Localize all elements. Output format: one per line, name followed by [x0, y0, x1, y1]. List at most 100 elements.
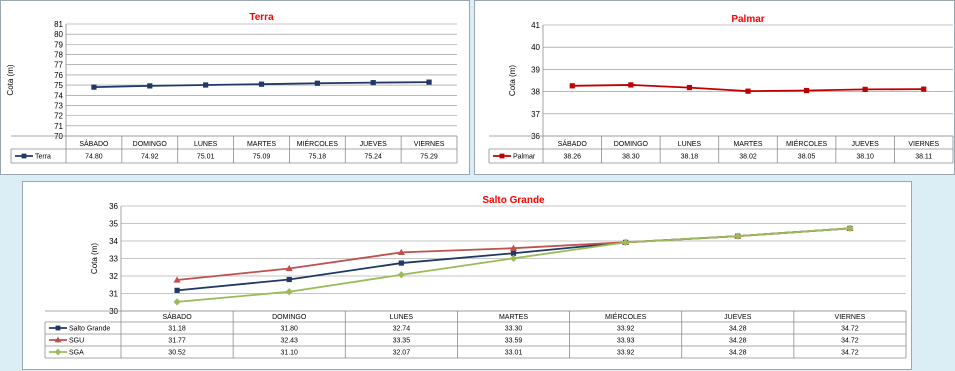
- y-tick-label: 81: [54, 20, 63, 29]
- data-point: [569, 83, 575, 89]
- legend-label: SGA: [69, 350, 84, 357]
- chart-panel-palmar: Palmar Cota (m) 36 37 38 39 40 41 SÁBADO DOMINGO L…: [474, 0, 955, 175]
- series-line-sga: [176, 227, 850, 303]
- data-label: 34.72: [841, 326, 859, 333]
- y-tick-label: 70: [54, 132, 63, 141]
- data-point: [91, 84, 97, 90]
- data-label: 33.35: [393, 338, 411, 345]
- data-point: [509, 244, 518, 251]
- data-point: [686, 85, 693, 91]
- data-point: [803, 87, 810, 94]
- data-point: [628, 82, 634, 88]
- data-point: [510, 250, 517, 256]
- y-tick-label: 36: [109, 202, 118, 211]
- x-tick-label: DOMINGO: [133, 141, 168, 148]
- x-tick-label: MARTES: [499, 314, 528, 321]
- y-tick-label: 32: [109, 272, 118, 281]
- legend-key-marker: [499, 153, 505, 159]
- data-point: [921, 86, 927, 92]
- data-point: [173, 276, 181, 283]
- y-tick-label: 71: [54, 122, 63, 131]
- data-point: [846, 224, 854, 232]
- x-tick-label: LUNES: [390, 314, 414, 321]
- x-tick-label: LUNES: [194, 141, 218, 148]
- data-label: 74.80: [85, 154, 103, 161]
- y-tick-label: 79: [54, 40, 63, 49]
- chart-panel-terra: Terra Cota (m) 70 71 72 73 74 75 76 77 78 79 80 81 SÁB…: [0, 0, 470, 175]
- data-label: 31.10: [280, 350, 298, 357]
- x-tick-label: VIERNES: [835, 314, 866, 321]
- data-label: 32.07: [393, 350, 411, 357]
- data-label: 31.18: [168, 326, 186, 333]
- y-tick-label: 31: [109, 290, 118, 299]
- data-label: 75.18: [309, 154, 327, 161]
- y-tick-label: 33: [109, 255, 118, 264]
- data-point: [286, 276, 292, 283]
- data-label: 38.02: [739, 154, 757, 161]
- data-label: 30.52: [168, 350, 186, 357]
- data-label: 38.05: [798, 154, 816, 161]
- data-label: 32.74: [393, 326, 411, 333]
- data-point: [174, 287, 180, 293]
- data-label: 38.10: [856, 154, 874, 161]
- data-label: 33.92: [617, 326, 635, 333]
- x-tick-label: SÁBADO: [162, 312, 192, 321]
- chart-title: Salto Grande: [482, 195, 545, 206]
- x-tick-label: SÁBADO: [558, 139, 588, 148]
- data-label: 38.30: [622, 154, 640, 161]
- y-axis-label: Cota (m): [6, 64, 15, 95]
- data-label: 33.30: [505, 326, 523, 333]
- data-label: 33.93: [617, 338, 635, 345]
- data-label: 75.09: [253, 154, 271, 161]
- data-label: 34.72: [841, 338, 859, 345]
- legend-key-marker: [54, 336, 62, 343]
- x-tick-label: DOMINGO: [272, 314, 307, 321]
- legend-label: Salto Grande: [69, 326, 110, 333]
- data-point: [426, 79, 432, 85]
- data-point: [285, 264, 293, 272]
- x-tick-label: VIERNES: [908, 141, 939, 148]
- y-tick-label: 37: [531, 110, 540, 119]
- y-tick-label: 75: [54, 81, 63, 90]
- data-label: 75.24: [364, 154, 382, 161]
- legend-key-marker: [21, 153, 27, 159]
- legend-key-marker: [54, 348, 62, 356]
- data-point: [370, 80, 376, 86]
- y-tick-label: 35: [109, 220, 118, 229]
- data-label: 34.28: [729, 326, 747, 333]
- x-tick-label: SÁBADO: [79, 139, 109, 148]
- y-tick-label: 30: [109, 307, 118, 316]
- y-tick-label: 40: [531, 43, 540, 52]
- data-point: [147, 83, 153, 89]
- data-label: 74.92: [141, 154, 159, 161]
- data-label: 38.11: [915, 154, 932, 161]
- chart-salto-grande: Salto Grande Cota (m) 30 31 32 33 34 35 36 SÁBADO…: [44, 195, 907, 359]
- x-tick-label: MARTES: [733, 141, 762, 148]
- y-tick-label: 36: [531, 132, 540, 141]
- y-tick-label: 77: [54, 61, 63, 70]
- y-tick-label: 39: [531, 65, 540, 74]
- legend-key-marker: [55, 325, 61, 331]
- data-label: 34.28: [729, 350, 747, 357]
- y-tick-label: 74: [54, 91, 63, 100]
- data-point: [314, 80, 320, 86]
- data-point: [734, 232, 742, 240]
- data-point: [509, 254, 518, 262]
- y-axis-label: Cota (m): [90, 243, 99, 274]
- data-point: [285, 288, 293, 296]
- x-tick-label: MIÉRCOLES: [786, 139, 828, 148]
- chart-panel-salto-grande: Salto Grande Cota (m) 30 31 32 33 34 35 36 SÁBADO…: [22, 181, 912, 370]
- y-tick-label: 80: [54, 30, 63, 39]
- y-tick-label: 72: [54, 112, 63, 121]
- y-tick-label: 73: [54, 101, 63, 110]
- chart-palmar: Palmar Cota (m) 36 37 38 39 40 41 SÁBADO DOMINGO L…: [488, 14, 954, 164]
- data-label: 33.01: [505, 350, 523, 357]
- x-tick-label: MARTES: [247, 141, 276, 148]
- data-label: 31.77: [168, 338, 186, 345]
- legend-label: Terra: [35, 154, 51, 161]
- x-tick-label: MIÉRCOLES: [605, 312, 647, 321]
- data-point: [398, 260, 404, 266]
- data-label: 34.28: [729, 338, 747, 345]
- data-point: [622, 238, 630, 246]
